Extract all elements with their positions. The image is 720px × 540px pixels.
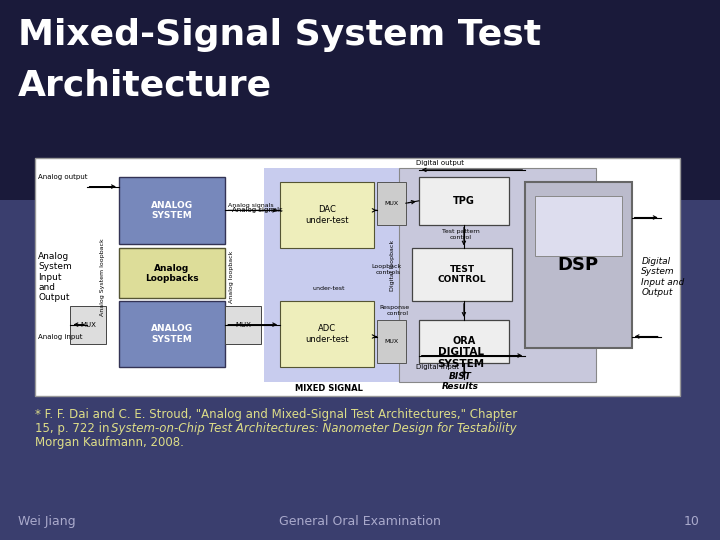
Text: 15, p. 722 in: 15, p. 722 in (35, 422, 113, 435)
Bar (413, 248, 513, 301)
Text: Morgan Kaufmann, 2008.: Morgan Kaufmann, 2008. (35, 436, 184, 449)
Text: Analog System loopback: Analog System loopback (100, 238, 105, 316)
Text: MUX: MUX (384, 339, 398, 344)
Text: Wei Jiang: Wei Jiang (18, 515, 76, 528)
Bar (0, 200, 720, 540)
Text: Loopback
controls: Loopback controls (371, 265, 401, 275)
Text: DIGITAL
SYSTEM: DIGITAL SYSTEM (437, 347, 485, 369)
Text: TEST
CONTROL: TEST CONTROL (438, 265, 487, 285)
Bar (71, 306, 106, 343)
Text: * F. F. Dai and C. E. Stroud, "Analog and Mixed-Signal Test Architectures," Chap: * F. F. Dai and C. E. Stroud, "Analog an… (35, 408, 517, 421)
Text: MUX: MUX (80, 322, 96, 328)
Bar (280, 301, 374, 367)
Text: Digital input: Digital input (415, 364, 459, 370)
Bar (377, 182, 406, 225)
Text: Test pattern
control: Test pattern control (442, 229, 480, 240)
Text: Response
control: Response control (379, 305, 409, 316)
Text: Analog input: Analog input (38, 334, 83, 340)
Bar (419, 177, 509, 225)
Bar (0, 0, 720, 200)
Text: General Oral Examination: General Oral Examination (279, 515, 441, 528)
Text: ORA: ORA (452, 336, 475, 346)
Text: Analog loopback: Analog loopback (229, 251, 234, 303)
Text: ,: , (458, 422, 462, 435)
Bar (400, 167, 596, 382)
Text: Analog output: Analog output (38, 174, 88, 180)
Text: Mixed-Signal System Test: Mixed-Signal System Test (18, 18, 541, 52)
Bar (264, 167, 400, 382)
Bar (419, 320, 509, 363)
Text: TPG: TPG (453, 196, 475, 206)
Text: Digital output: Digital output (415, 160, 464, 166)
Bar (280, 182, 374, 248)
Text: Digital
System
Input and
Output: Digital System Input and Output (642, 257, 685, 297)
Text: MUX: MUX (384, 201, 398, 206)
Text: Analog
Loopbacks: Analog Loopbacks (145, 264, 199, 283)
Bar (119, 248, 225, 299)
Text: ANALOG
SYSTEM: ANALOG SYSTEM (151, 325, 193, 344)
Text: DSP: DSP (558, 256, 599, 274)
Text: MIXED SIGNAL: MIXED SIGNAL (294, 384, 362, 393)
Text: ANALOG
SYSTEM: ANALOG SYSTEM (151, 201, 193, 220)
Text: Analog
System
Input
and
Output: Analog System Input and Output (38, 252, 72, 302)
Text: BIST
Results: BIST Results (442, 372, 480, 391)
Bar (535, 196, 622, 255)
Text: DAC
under-test: DAC under-test (305, 205, 348, 225)
Text: MUX: MUX (235, 322, 251, 328)
Text: System-on-Chip Test Architectures: Nanometer Design for Testability: System-on-Chip Test Architectures: Nanom… (111, 422, 517, 435)
Bar (377, 320, 406, 363)
Bar (119, 177, 225, 244)
Text: Architecture: Architecture (18, 68, 272, 102)
Text: under-test: under-test (312, 286, 345, 292)
Text: ADC
under-test: ADC under-test (305, 325, 348, 344)
Bar (225, 306, 261, 343)
Text: Analog signals: Analog signals (228, 203, 274, 208)
Bar (525, 182, 631, 348)
Bar (35, 158, 680, 396)
Text: Digital loopback: Digital loopback (390, 240, 395, 291)
Bar (119, 301, 225, 367)
Text: Analog signals: Analog signals (232, 207, 282, 213)
Text: 10: 10 (684, 515, 700, 528)
